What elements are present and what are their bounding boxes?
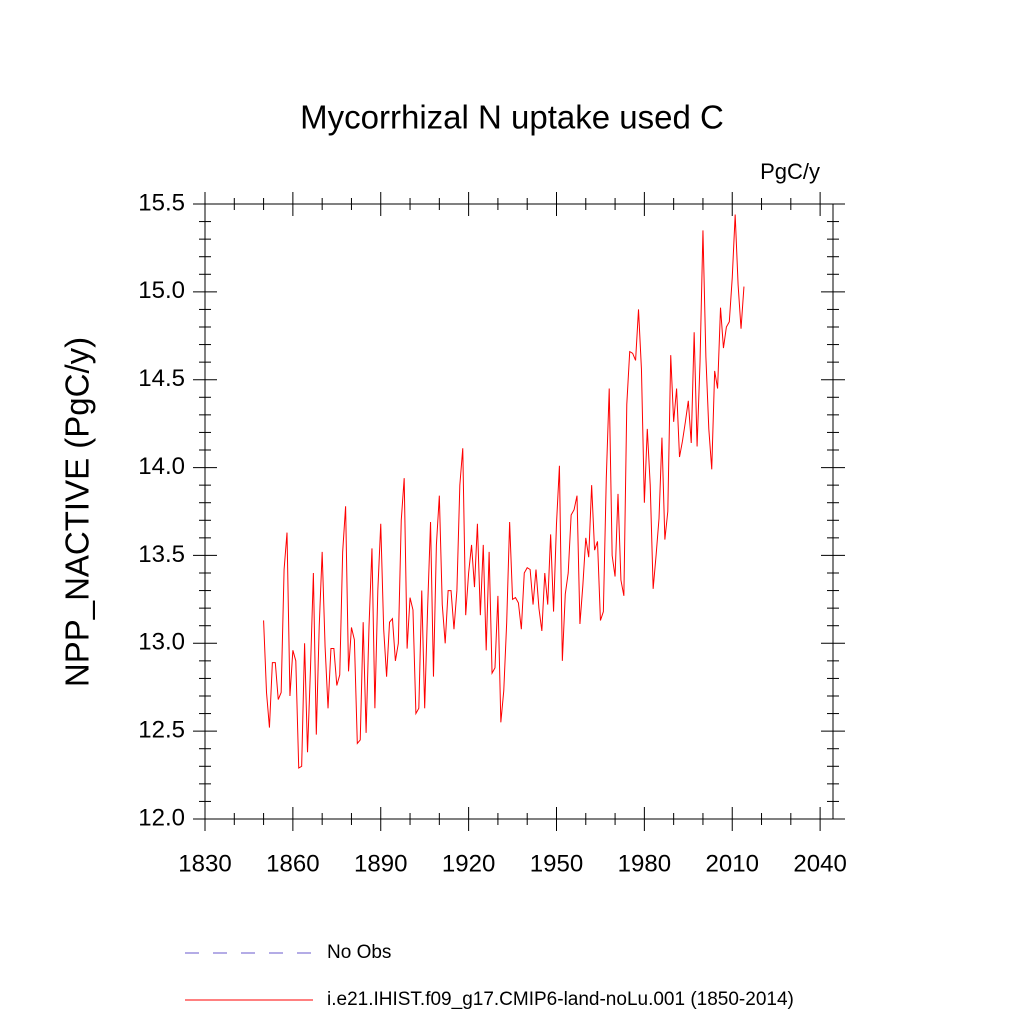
x-tick-label: 2010 bbox=[706, 850, 759, 877]
y-tick-label: 14.5 bbox=[138, 365, 185, 392]
legend-label: i.e21.IHIST.f09_g17.CMIP6-land-noLu.001 … bbox=[327, 989, 794, 1010]
y-tick-label: 12.5 bbox=[138, 716, 185, 743]
units-label: PgC/y bbox=[760, 159, 820, 184]
legend-label: No Obs bbox=[327, 942, 391, 963]
x-tick-label: 1890 bbox=[354, 850, 407, 877]
y-tick-label: 13.0 bbox=[138, 629, 185, 656]
plot-frame bbox=[204, 203, 834, 820]
y-tick-label: 12.0 bbox=[138, 804, 185, 831]
data-line bbox=[263, 214, 745, 769]
x-tick-label: 1950 bbox=[530, 850, 583, 877]
y-tick-label: 15.0 bbox=[138, 277, 185, 304]
x-tick-label: 1980 bbox=[618, 850, 671, 877]
x-tick-label: 1830 bbox=[178, 850, 231, 877]
chart-title: Mycorrhizal N uptake used C bbox=[300, 99, 724, 136]
y-tick-label: 15.5 bbox=[138, 189, 185, 216]
x-tick-label: 2040 bbox=[793, 850, 846, 877]
y-axis-label: NPP_NACTIVE (PgC/y) bbox=[59, 337, 96, 687]
y-tick-label: 13.5 bbox=[138, 541, 185, 568]
x-tick-label: 1860 bbox=[266, 850, 319, 877]
x-tick-label: 1920 bbox=[442, 850, 495, 877]
y-tick-label: 14.0 bbox=[138, 453, 185, 480]
